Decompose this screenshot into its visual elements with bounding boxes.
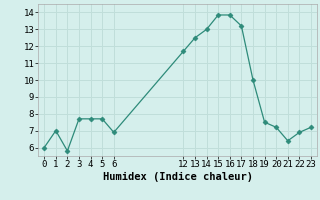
X-axis label: Humidex (Indice chaleur): Humidex (Indice chaleur) — [103, 172, 252, 182]
